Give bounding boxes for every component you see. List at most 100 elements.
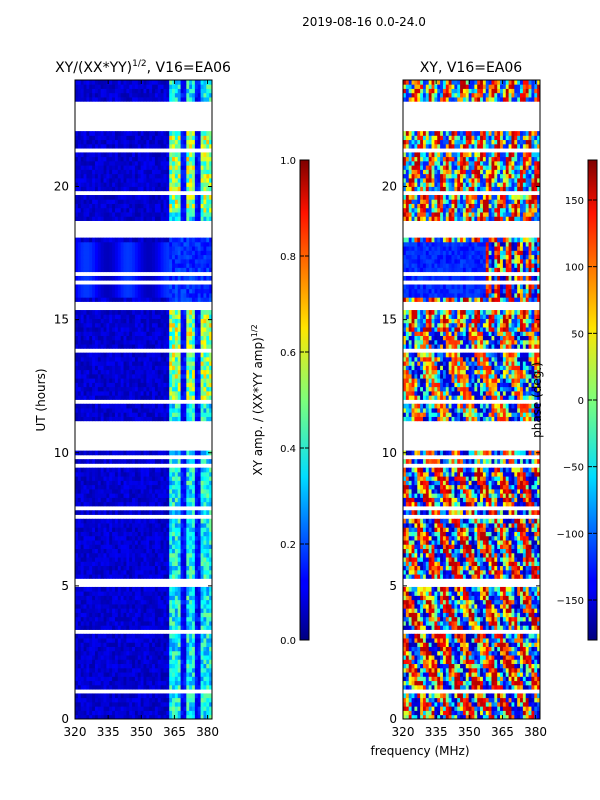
- heatmap-cell: [143, 667, 147, 673]
- heatmap-cell: [183, 655, 187, 660]
- heatmap-cell: [192, 638, 196, 643]
- heatmap-cell: [140, 616, 144, 622]
- heatmap-cell: [180, 488, 184, 494]
- heatmap-cell: [86, 633, 90, 639]
- heatmap-cell: [120, 471, 124, 477]
- heatmap-cell: [89, 484, 93, 490]
- heatmap-cell: [129, 548, 133, 554]
- heatmap-cell: [186, 237, 190, 243]
- heatmap-cell: [120, 659, 124, 665]
- heatmap-cell: [166, 476, 170, 481]
- heatmap-cell: [77, 672, 82, 677]
- heatmap-cell: [146, 659, 150, 665]
- heatmap-cell: [166, 408, 170, 413]
- heatmap-cell: [203, 616, 207, 622]
- heatmap-cell: [86, 241, 90, 247]
- heatmap-cell: [134, 216, 139, 221]
- heatmap-cell: [146, 638, 150, 643]
- heatmap-cell: [160, 561, 164, 567]
- heatmap-cell: [100, 638, 104, 643]
- heatmap-cell: [166, 561, 170, 567]
- heatmap-cell: [112, 667, 116, 673]
- heatmap-cell: [123, 672, 127, 677]
- heatmap-cell: [75, 599, 79, 605]
- heatmap-cell: [92, 540, 96, 545]
- heatmap-cell: [109, 493, 113, 498]
- heatmap-cell: [132, 186, 136, 192]
- heatmap-cell: [92, 523, 96, 528]
- heatmap-cell: [163, 267, 167, 273]
- heatmap-cell: [137, 655, 142, 660]
- heatmap-cell: [120, 625, 124, 630]
- heatmap-cell: [189, 621, 193, 626]
- heatmap-cell: [126, 586, 130, 592]
- heatmap-cell: [132, 523, 136, 528]
- heatmap-cell: [129, 314, 133, 319]
- heatmap-cell: [194, 603, 199, 609]
- heatmap-cell: [83, 267, 87, 273]
- heatmap-cell: [109, 450, 113, 456]
- heatmap-cell: [160, 510, 164, 515]
- heatmap-cell: [197, 284, 201, 290]
- heatmap-cell: [194, 659, 199, 665]
- heatmap-cell: [134, 408, 139, 413]
- heatmap-cell: [123, 544, 127, 549]
- heatmap-cell: [146, 561, 150, 567]
- heatmap-cell: [189, 177, 193, 183]
- heatmap-cell: [92, 361, 96, 366]
- heatmap-cell: [83, 361, 87, 366]
- heatmap-cell: [123, 356, 127, 362]
- heatmap-cell: [134, 676, 139, 682]
- heatmap-cell: [140, 706, 144, 711]
- heatmap-cell: [197, 518, 201, 524]
- heatmap-cell: [137, 310, 142, 315]
- heatmap-cell: [117, 663, 122, 669]
- heatmap-cell: [194, 186, 199, 192]
- heatmap-cell: [106, 501, 110, 507]
- heatmap-cell: [129, 390, 133, 396]
- heatmap-cell: [106, 267, 110, 273]
- heatmap-cell: [152, 527, 156, 532]
- heatmap-cell: [149, 484, 153, 490]
- heatmap-cell: [197, 523, 201, 528]
- heatmap-cell: [200, 195, 204, 200]
- heatmap-cell: [83, 369, 87, 375]
- heatmap-cell: [200, 212, 204, 217]
- heatmap-cell: [106, 207, 110, 213]
- heatmap-cell: [152, 177, 156, 183]
- heatmap-cell: [120, 493, 124, 498]
- heatmap-cell: [177, 488, 181, 494]
- heatmap-cell: [89, 476, 93, 481]
- heatmap-cell: [94, 403, 99, 409]
- heatmap-cell: [83, 476, 87, 481]
- heatmap-cell: [117, 493, 122, 498]
- heatmap-cell: [97, 527, 102, 532]
- heatmap-cell: [114, 327, 119, 332]
- heatmap-cell: [92, 293, 96, 298]
- heatmap-cell: [172, 177, 176, 183]
- heatmap-cell: [154, 497, 159, 503]
- heatmap-cell: [100, 365, 104, 371]
- heatmap-cell: [192, 646, 196, 652]
- heatmap-cell: [163, 642, 167, 647]
- heatmap-cell: [80, 603, 84, 609]
- heatmap-cell: [180, 621, 184, 626]
- heatmap-cell: [174, 621, 179, 626]
- heatmap-cell: [86, 177, 90, 183]
- heatmap-cell: [177, 710, 181, 716]
- heatmap-cell: [186, 275, 190, 281]
- heatmap-cell: [146, 471, 150, 477]
- heatmap-cell: [192, 356, 196, 362]
- heatmap-cell: [209, 254, 212, 260]
- heatmap-cell: [149, 352, 153, 358]
- heatmap-cell: [129, 169, 133, 175]
- heatmap-cell: [163, 331, 167, 336]
- heatmap-cell: [134, 523, 139, 528]
- heatmap-cell: [92, 352, 96, 358]
- heatmap-cell: [97, 510, 102, 515]
- heatmap-cell: [80, 552, 84, 558]
- heatmap-cell: [94, 412, 99, 417]
- heatmap-cell: [132, 667, 136, 673]
- heatmap-cell: [194, 510, 199, 515]
- heatmap-cell: [143, 335, 147, 341]
